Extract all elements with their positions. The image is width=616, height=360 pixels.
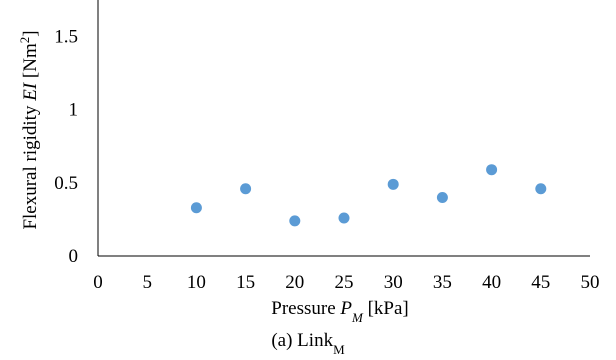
y-tick-label: 1 (69, 100, 79, 121)
x-tick-label: 10 (187, 272, 206, 293)
x-tick-label: 45 (531, 272, 550, 293)
x-tick-labels: 0 5 10 15 20 25 30 35 40 45 50 (93, 272, 599, 293)
x-tick-label: 20 (285, 272, 304, 293)
y-tick-labels: 0 0.5 1 1.5 (54, 27, 78, 267)
data-point (436, 191, 448, 203)
y-tick-label: 0.5 (54, 173, 78, 194)
data-point (289, 215, 301, 227)
x-axis-label: Pressure PM [kPa] (271, 298, 409, 325)
data-point (486, 164, 498, 176)
figure-caption: (a) LinkM (271, 330, 345, 357)
data-point (240, 183, 252, 195)
x-tick-label: 35 (433, 272, 452, 293)
x-tick-label: 15 (236, 272, 255, 293)
data-point (338, 212, 350, 224)
data-point (387, 178, 399, 190)
x-tick-label: 40 (482, 272, 501, 293)
y-tick-label: 0 (69, 246, 79, 267)
x-tick-label: 25 (335, 272, 354, 293)
y-tick-label: 1.5 (54, 27, 78, 48)
data-points (190, 164, 547, 227)
x-tick-label: 30 (384, 272, 403, 293)
x-tick-label: 0 (93, 272, 103, 293)
x-tick-label: 5 (142, 272, 152, 293)
data-point (535, 183, 547, 195)
x-tick-label: 50 (581, 272, 600, 293)
y-axis-label: Flexural rigidity EI [Nm2] (17, 30, 42, 229)
data-point (190, 202, 202, 214)
